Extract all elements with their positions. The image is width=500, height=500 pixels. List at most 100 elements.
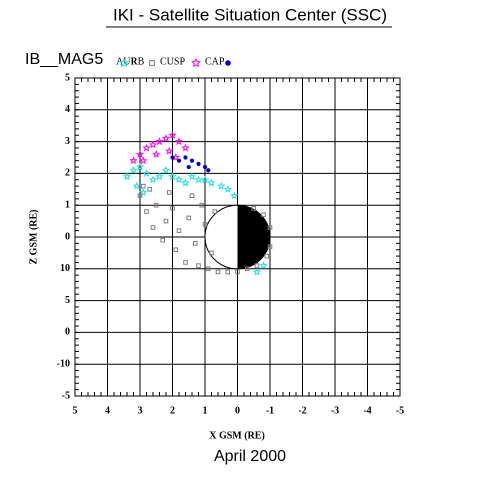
point <box>261 212 266 218</box>
point <box>165 146 174 155</box>
point <box>217 181 226 190</box>
point <box>225 269 231 275</box>
x-tick-label: 4 <box>105 405 110 416</box>
point <box>161 165 171 174</box>
point <box>199 202 205 208</box>
point <box>135 162 145 171</box>
y-tick-label: 1 <box>65 199 70 210</box>
point <box>267 244 273 249</box>
point <box>174 137 184 146</box>
point <box>235 269 240 275</box>
point <box>264 253 270 259</box>
footer: April 2000 <box>214 448 286 465</box>
point <box>183 155 188 160</box>
point <box>135 150 145 158</box>
point <box>186 215 192 221</box>
point <box>181 143 190 152</box>
point <box>129 165 138 174</box>
x-tick-label: -2 <box>298 405 306 416</box>
point <box>166 190 172 195</box>
point <box>244 266 250 272</box>
y-tick-label: 3 <box>65 136 70 147</box>
point <box>170 206 175 211</box>
point <box>153 202 159 208</box>
point <box>129 156 138 165</box>
point <box>173 247 179 253</box>
earth-night <box>237 205 270 269</box>
y-tick-label: 0 <box>65 327 70 338</box>
y-tick-label: 5 <box>65 295 70 306</box>
point <box>144 209 149 214</box>
point <box>196 161 201 166</box>
point <box>181 178 190 187</box>
point <box>139 156 148 165</box>
point <box>168 172 177 181</box>
point <box>152 149 161 158</box>
point <box>223 184 232 193</box>
point <box>192 241 198 246</box>
point <box>202 164 208 170</box>
subtitle: IB__MAG5 <box>25 51 103 68</box>
x-tick-label: -1 <box>266 405 274 416</box>
y-tick-label: 4 <box>65 104 70 115</box>
point <box>137 193 143 198</box>
point <box>206 168 211 173</box>
point <box>142 143 151 152</box>
y-tick-label: -5 <box>62 390 70 401</box>
point <box>163 218 169 224</box>
legend-label: RB <box>131 56 145 67</box>
point <box>186 164 191 170</box>
point <box>168 130 177 139</box>
y-tick-label: 2 <box>65 168 70 179</box>
point <box>176 228 182 233</box>
plot-frame <box>74 77 401 397</box>
point <box>176 158 182 163</box>
point <box>187 172 197 181</box>
point <box>147 187 153 192</box>
x-tick-label: -3 <box>331 405 339 416</box>
point <box>160 237 166 243</box>
point <box>200 175 210 184</box>
y-tick-label: 0 <box>65 231 70 242</box>
x-tick-label: -5 <box>396 405 404 416</box>
legend-marker <box>191 57 201 68</box>
x-tick-label: 1 <box>203 405 208 416</box>
x-tick-label: -4 <box>363 405 371 416</box>
point <box>196 263 201 268</box>
point <box>132 181 141 190</box>
point <box>183 260 188 265</box>
point <box>170 155 175 160</box>
x-tick-label: 0 <box>235 405 240 416</box>
y-axis-label: Z GSM (RE) <box>28 210 39 265</box>
point <box>189 193 195 198</box>
point <box>148 140 158 149</box>
x-axis-label: X GSM (RE) <box>209 430 265 441</box>
point <box>194 175 203 184</box>
point <box>205 266 211 272</box>
point <box>142 169 151 177</box>
y-tick-label: 10 <box>60 263 70 274</box>
y-tick-label: 5 <box>65 72 70 83</box>
point <box>267 225 273 230</box>
x-tick-label: 2 <box>170 405 175 416</box>
point <box>155 137 164 146</box>
point <box>148 175 158 184</box>
chart-title: IKI - Satellite Situation Center (SSC) <box>113 5 387 24</box>
point <box>189 158 195 163</box>
x-tick-label: 3 <box>138 405 143 416</box>
point <box>259 261 268 269</box>
point <box>251 206 257 211</box>
point <box>174 175 184 184</box>
point <box>122 172 132 181</box>
x-tick-label: 5 <box>73 405 78 416</box>
point <box>230 191 239 200</box>
point <box>202 221 208 227</box>
y-tick-label: -10 <box>57 358 70 369</box>
point <box>209 250 214 256</box>
legend-marker <box>149 60 155 66</box>
legend-marker <box>225 60 231 66</box>
point <box>140 183 146 189</box>
point <box>139 188 148 197</box>
legend-label: CUSP <box>160 56 185 67</box>
